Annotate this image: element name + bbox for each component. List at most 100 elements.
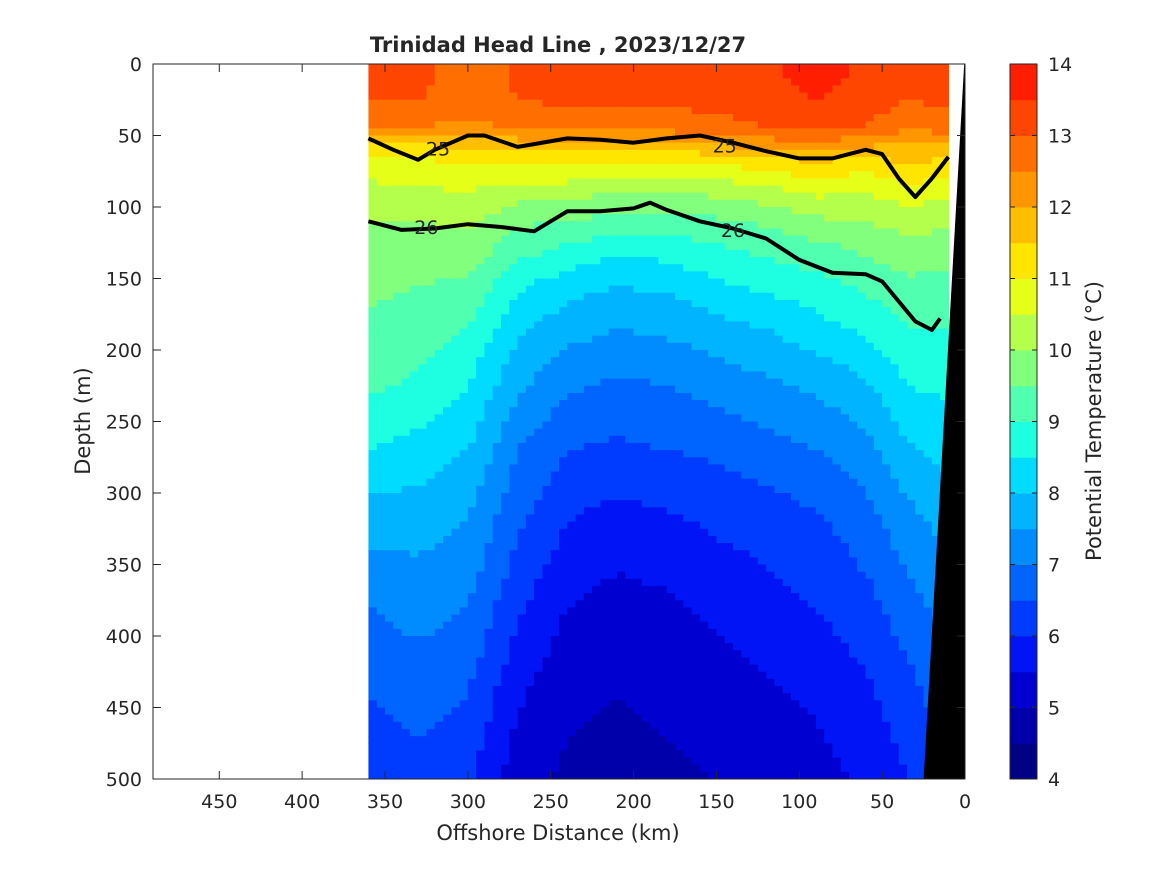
temperature-cell (509, 328, 519, 337)
temperature-cell (409, 171, 419, 179)
temperature-cell (393, 357, 403, 365)
temperature-cell (426, 543, 436, 551)
temperature-cell (774, 400, 784, 408)
temperature-cell (426, 342, 436, 351)
temperature-cell (600, 314, 610, 322)
temperature-cell (650, 421, 660, 430)
temperature-cell (517, 171, 527, 179)
temperature-cell (583, 736, 593, 744)
temperature-cell (534, 750, 544, 759)
temperature-cell (467, 99, 477, 108)
temperature-cell (501, 257, 510, 265)
temperature-cell (641, 228, 651, 237)
temperature-cell (617, 285, 626, 294)
temperature-cell (418, 156, 428, 165)
temperature-cell (443, 264, 452, 272)
temperature-cell (443, 371, 452, 380)
temperature-cell (501, 743, 510, 751)
temperature-cell (617, 85, 626, 94)
temperature-cell (633, 371, 643, 380)
temperature-cell (683, 535, 693, 544)
temperature-cell (691, 192, 701, 201)
temperature-cell (434, 135, 444, 144)
temperature-cell (716, 707, 726, 716)
temperature-cell (766, 493, 776, 501)
temperature-cell (683, 571, 693, 580)
temperature-cell (443, 664, 452, 673)
temperature-cell (426, 185, 436, 194)
temperature-cell (525, 357, 535, 365)
temperature-cell (492, 507, 502, 516)
temperature-cell (501, 614, 510, 623)
temperature-cell (733, 457, 742, 465)
temperature-cell (368, 450, 378, 458)
temperature-cell (550, 514, 560, 523)
temperature-cell (484, 214, 494, 222)
temperature-cell (459, 156, 469, 165)
temperature-fill (368, 64, 950, 779)
temperature-cell (542, 585, 552, 594)
temperature-cell (418, 457, 428, 465)
temperature-cell (434, 171, 444, 179)
temperature-cell (492, 321, 502, 330)
temperature-cell (401, 350, 411, 358)
temperature-cell (675, 771, 684, 779)
temperature-cell (451, 378, 461, 387)
temperature-cell (766, 686, 776, 694)
temperature-cell (567, 721, 577, 730)
temperature-cell (368, 485, 378, 494)
temperature-cell (741, 464, 751, 473)
temperature-cell (699, 528, 709, 537)
temperature-cell (376, 435, 386, 444)
temperature-cell (426, 264, 436, 272)
temperature-cell (467, 371, 477, 380)
temperature-cell (385, 78, 394, 87)
temperature-cell (385, 392, 394, 401)
temperature-cell (418, 578, 428, 587)
temperature-cell (467, 185, 477, 194)
temperature-cell (393, 528, 403, 537)
temperature-cell (666, 757, 676, 766)
temperature-cell (368, 535, 378, 544)
temperature-cell (376, 543, 386, 551)
temperature-cell (592, 121, 602, 129)
temperature-cell (492, 478, 502, 487)
temperature-cell (393, 664, 403, 673)
temperature-cell (542, 714, 552, 723)
temperature-cell (409, 636, 419, 644)
temperature-cell (525, 106, 535, 115)
temperature-cell (741, 128, 751, 137)
temperature-cell (368, 400, 378, 408)
temperature-cell (451, 528, 461, 537)
temperature-cell (484, 156, 494, 165)
temperature-cell (476, 521, 486, 530)
temperature-cell (559, 400, 568, 408)
temperature-cell (592, 457, 602, 465)
temperature-cell (567, 714, 577, 723)
temperature-cell (517, 71, 527, 79)
temperature-cell (467, 450, 477, 458)
temperature-cell (426, 657, 436, 666)
temperature-cell (733, 64, 742, 72)
temperature-cell (592, 757, 602, 766)
temperature-cell (517, 478, 527, 487)
temperature-cell (559, 528, 568, 537)
temperature-cell (724, 514, 734, 523)
temperature-cell (617, 264, 626, 272)
temperature-cell (650, 493, 660, 501)
temperature-cell (567, 707, 577, 716)
temperature-cell (559, 643, 568, 651)
temperature-cell (368, 342, 378, 351)
temperature-cell (658, 714, 668, 723)
temperature-cell (401, 214, 411, 222)
temperature-cell (401, 614, 411, 623)
temperature-cell (650, 686, 660, 694)
temperature-cell (592, 671, 602, 680)
temperature-cell (559, 106, 568, 115)
temperature-cell (509, 478, 519, 487)
temperature-cell (749, 342, 759, 351)
temperature-cell (617, 514, 626, 523)
temperature-cell (675, 471, 684, 480)
temperature-cell (716, 285, 726, 294)
temperature-cell (426, 700, 436, 709)
